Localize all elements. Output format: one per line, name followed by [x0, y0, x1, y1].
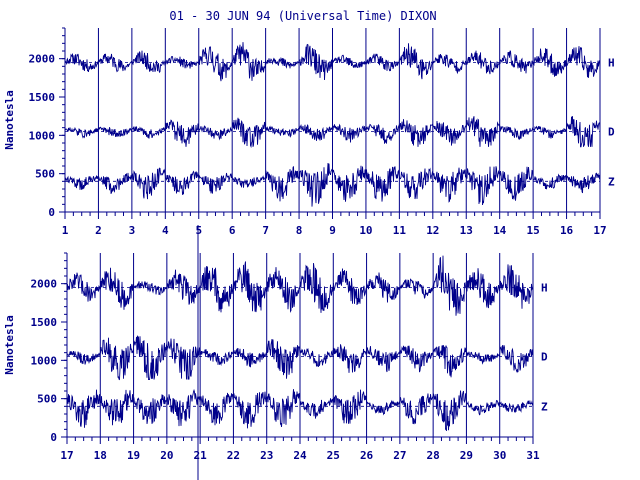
x-tick-label: 6 [229, 224, 236, 237]
x-tick-label: 22 [227, 449, 240, 462]
x-tick-label: 30 [493, 449, 506, 462]
x-tick-label: 10 [359, 224, 372, 237]
series-trace-H [64, 42, 601, 82]
x-tick-label: 15 [527, 224, 540, 237]
x-tick-label: 25 [327, 449, 340, 462]
x-tick-label: 20 [160, 449, 173, 462]
x-tick-label: 18 [94, 449, 107, 462]
x-tick-label: 7 [262, 224, 269, 237]
y-tick-label: 1000 [31, 354, 58, 367]
y-tick-label: 500 [35, 168, 55, 181]
x-tick-label: 27 [393, 449, 406, 462]
x-tick-label: 23 [260, 449, 273, 462]
x-tick-label: 4 [162, 224, 169, 237]
series-trace-D [64, 116, 601, 149]
y-tick-label: 500 [37, 393, 57, 406]
x-tick-label: 31 [526, 449, 540, 462]
bottom-panel: 0 500 1000 1500 2000 Nanotesla 17 18 19 20 21 22 23 2… [3, 252, 548, 462]
x-tick-label: 9 [329, 224, 336, 237]
y-axis-label: Nanotesla [3, 90, 16, 150]
x-tick-label: 8 [296, 224, 303, 237]
x-tick-label: 14 [493, 224, 507, 237]
x-tick-label: 2 [95, 224, 102, 237]
x-tick-label: 11 [393, 224, 407, 237]
x-tick-label: 29 [460, 449, 473, 462]
x-tick-label: 3 [129, 224, 136, 237]
series-trace-Z [64, 162, 601, 207]
series-label-H: H [541, 282, 548, 295]
y-tick-label: 2000 [31, 278, 58, 291]
x-tick-label: 28 [427, 449, 440, 462]
y-tick-label: 0 [50, 431, 57, 444]
x-tick-label: 17 [60, 449, 73, 462]
chart-title: 01 - 30 JUN 94 (Universal Time) DIXON [169, 9, 436, 23]
y-tick-label: 0 [48, 206, 55, 219]
x-tick-label: 13 [460, 224, 473, 237]
x-tick-label: 19 [127, 449, 140, 462]
x-tick-label: 12 [426, 224, 439, 237]
y-tick-label: 2000 [29, 53, 56, 66]
series-trace-H [66, 255, 534, 316]
series-label-Z: Z [608, 175, 615, 188]
x-tick-label: 17 [593, 224, 606, 237]
x-tick-label: 16 [560, 224, 574, 237]
series-label-D: D [608, 126, 615, 139]
series-trace-D [66, 335, 534, 381]
x-tick-label: 26 [360, 449, 374, 462]
series-label-Z: Z [541, 400, 548, 413]
series-label-D: D [541, 351, 548, 364]
series-label-H: H [608, 57, 615, 70]
x-tick-label: 5 [195, 224, 202, 237]
series-trace-Z [66, 388, 534, 432]
y-axis-label: Nanotesla [3, 315, 16, 375]
x-tick-label: 24 [293, 449, 307, 462]
x-tick-label: 21 [194, 449, 208, 462]
y-tick-label: 1500 [29, 91, 56, 104]
x-tick-label: 1 [62, 224, 69, 237]
y-tick-label: 1500 [31, 316, 58, 329]
y-tick-label: 1000 [29, 129, 56, 142]
